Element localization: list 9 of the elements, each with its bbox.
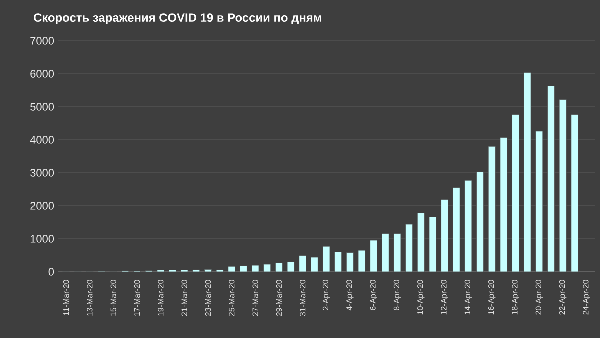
y-tick-label: 7000	[30, 37, 54, 45]
y-tick-label: 0	[48, 268, 54, 276]
y-tick-label: 6000	[30, 70, 54, 78]
y-tick-label: 4000	[30, 136, 54, 144]
y-tick-label: 3000	[30, 169, 54, 177]
y-tick-label: 5000	[30, 103, 54, 111]
y-tick-label: 1000	[30, 235, 54, 243]
chart-title: Скорость заражения COVID 19 в России по дням	[34, 14, 322, 24]
y-tick-label: 2000	[30, 202, 54, 210]
